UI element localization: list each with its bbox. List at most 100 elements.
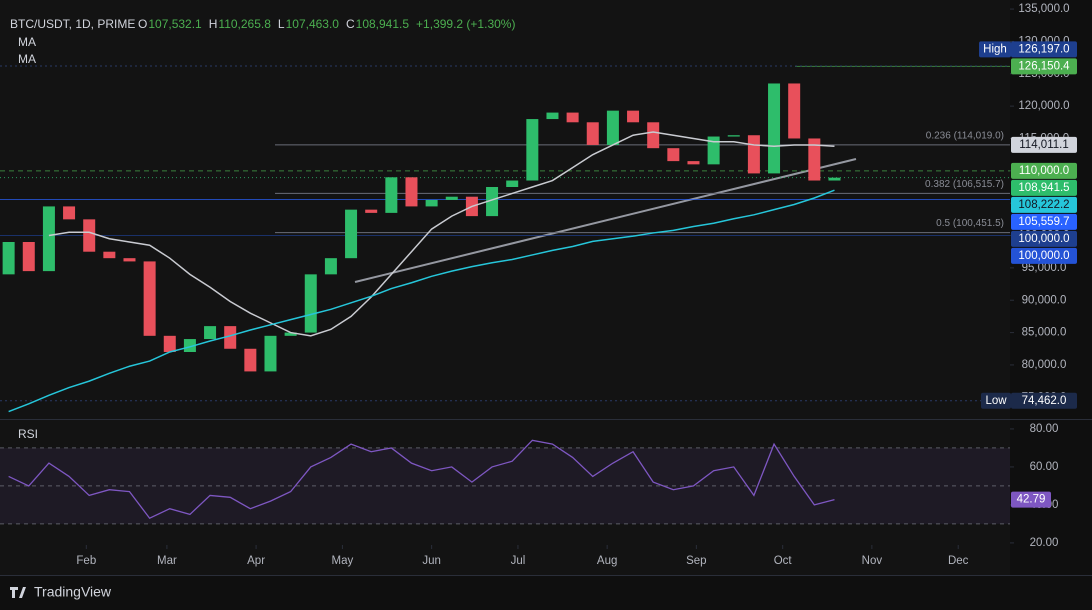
candle-body (304, 274, 317, 333)
ohlc-value: 107,532.1 (148, 17, 202, 31)
candle-body (63, 206, 76, 220)
low-label: Low (985, 395, 1007, 407)
price-tag: 105,559.7 (1011, 213, 1077, 230)
symbol: BTC/USDT, 1D, PRIME (10, 17, 135, 31)
candle-body (2, 242, 15, 275)
candle-body (707, 136, 720, 165)
candle-body (546, 112, 559, 120)
price-tag-label: 108,222.2 (1018, 199, 1069, 211)
candle-body (264, 335, 277, 372)
price-tag-label: 110,000.0 (1019, 165, 1069, 177)
y-tick-label: 85,000.0 (1022, 327, 1067, 339)
candle-body (647, 122, 660, 149)
ohlc-value: 108,941.5 (356, 17, 410, 31)
x-tick-label: Apr (247, 555, 265, 567)
candle-body (606, 110, 619, 145)
candle-body (83, 219, 96, 252)
low-label-box (981, 392, 1011, 409)
candle-body (425, 199, 438, 207)
price-tag: 74,462.0 (1011, 392, 1077, 409)
candle-body (768, 83, 781, 174)
candle-body (365, 209, 378, 213)
price-tag-box (1011, 58, 1077, 75)
candle-body (747, 135, 760, 174)
price-tag: 108,222.2 (1011, 196, 1077, 213)
x-tick-label: Dec (948, 555, 969, 567)
candle-body (385, 177, 398, 213)
price-tag-box (1011, 247, 1077, 264)
candle-body (687, 161, 700, 165)
candle-body (828, 177, 841, 181)
y-tick-label: 120,000.0 (1018, 100, 1069, 112)
candle-body (526, 119, 539, 181)
y-tick-label: 90,000.0 (1022, 294, 1067, 306)
change: +1,399.2 (+1.30%) (416, 17, 515, 31)
layers (0, 65, 1010, 402)
candle-body (143, 261, 156, 336)
y-tick-label: 80,000.0 (1022, 359, 1067, 371)
price-tag-label: 74,462.0 (1022, 395, 1067, 407)
brand: TradingView (10, 584, 112, 600)
y-tick-label: 95,000.0 (1022, 262, 1067, 274)
chart-area (0, 0, 1010, 575)
price-tag: 114,011.1 (1011, 136, 1077, 153)
candle-body (324, 258, 337, 275)
ohlc-label: C (346, 17, 355, 31)
candle-body (627, 110, 640, 123)
candle-body (667, 148, 680, 162)
candle-body (123, 258, 136, 262)
candle-body (244, 348, 257, 372)
price-tag-label: 100,000.0 (1018, 233, 1069, 245)
header: BTC/USDT, 1D, PRIME O 107,532.1 H 110,265.8… (10, 17, 515, 31)
rsi-tick-label: 60.00 (1030, 461, 1059, 473)
price-tag-label: 126,197.0 (1018, 43, 1069, 55)
candle-body (345, 209, 358, 259)
x-tick-label: May (332, 555, 354, 567)
brand-name: TradingView (34, 584, 112, 600)
candle-body (204, 326, 217, 340)
trendline (354, 158, 857, 283)
candle-body (183, 339, 196, 352)
candle-body (284, 332, 297, 336)
price-tag-label: 126,150.4 (1018, 60, 1070, 72)
price-tag-box (1011, 179, 1077, 196)
rsi-label: RSI (18, 427, 38, 441)
fib-label: 0.5 (100,451.5) (936, 218, 1004, 229)
candle-body (788, 83, 801, 139)
price-tag-box (1011, 162, 1077, 179)
price-tag-label: 114,011.1 (1019, 139, 1068, 151)
x-tick-label: Jul (511, 555, 526, 567)
rsi-tick-label: 20.00 (1030, 537, 1059, 549)
price-tag-box (1011, 136, 1077, 153)
x-tick-label: Nov (862, 555, 883, 567)
ohlc-label: O (138, 17, 147, 31)
price-tag: 110,000.0 (1011, 162, 1077, 179)
x-tick-label: Mar (157, 555, 177, 567)
high-label: High (983, 43, 1007, 55)
ohlc-label: H (209, 17, 218, 31)
price-tag: 100,000.0 (1011, 230, 1077, 247)
price-tag: 126,197.0 (1011, 41, 1077, 58)
price-tag-box (1011, 230, 1077, 247)
ohlc-label: L (278, 17, 285, 31)
ohlc-value: 110,265.8 (218, 17, 271, 31)
candle-body (566, 112, 579, 123)
high-label-box (979, 41, 1011, 58)
price-tag: 126,150.4 (1011, 58, 1077, 75)
price-tag-box (1011, 196, 1077, 213)
price-tag: 108,941.5 (1011, 179, 1077, 196)
candle-body (405, 177, 418, 207)
rsi-tick-label: 80.00 (1030, 423, 1059, 435)
candle-body (22, 242, 35, 272)
rsi-tag-label: 42.79 (1017, 494, 1046, 506)
candle-body (586, 122, 599, 145)
ohlc-value: 107,463.0 (286, 17, 340, 31)
candle-body (163, 335, 176, 352)
x-tick-label: Feb (76, 555, 96, 567)
x-tick-label: Jun (422, 555, 441, 567)
candle-body (42, 206, 55, 272)
fib-label: 0.382 (106,515.7) (925, 179, 1004, 190)
y-tick-label: 135,000.0 (1018, 3, 1069, 15)
candle-body (445, 196, 458, 200)
price-tag-box (1011, 41, 1077, 58)
